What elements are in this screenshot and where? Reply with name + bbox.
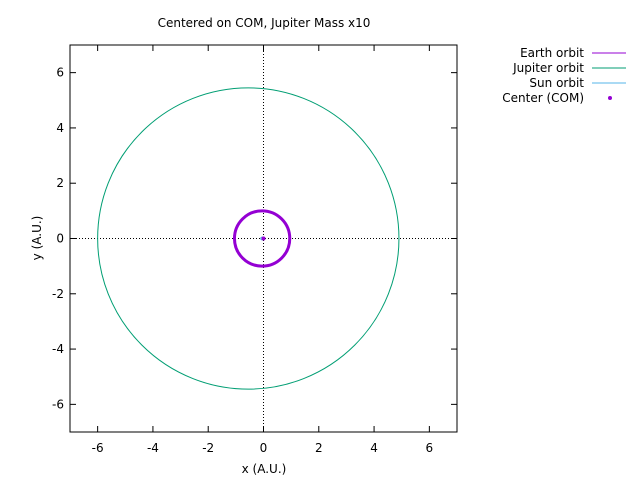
x-axis-label: x (A.U.) [242,462,287,476]
legend-label-center-com: Center (COM) [502,91,584,105]
legend-label-sun-orbit: Sun orbit [529,76,584,90]
x-axis-ticks: -6 -4 -2 0 2 4 6 [92,45,434,455]
x-tick-label: -2 [202,441,214,455]
x-tick-label: -6 [92,441,104,455]
jupiter-orbit-path [97,87,400,390]
y-tick-label: -2 [52,287,64,301]
y-tick-label: 4 [56,121,64,135]
earth-orbit-path [232,209,292,268]
x-tick-label: -4 [147,441,159,455]
y-tick-label: 6 [56,66,64,80]
chart-title: Centered on COM, Jupiter Mass x10 [158,16,371,30]
y-axis-ticks: -6 -4 -2 0 2 4 6 [52,66,457,411]
y-tick-label: -6 [52,397,64,411]
x-tick-label: 0 [260,441,268,455]
y-axis-label: y (A.U.) [30,216,44,261]
center-com-point [261,236,266,241]
legend-label-earth-orbit: Earth orbit [520,46,584,60]
plot-area [69,44,458,433]
x-tick-label: 6 [426,441,434,455]
y-tick-label: -4 [52,342,64,356]
x-tick-label: 4 [370,441,378,455]
y-tick-label: 0 [56,232,64,246]
legend-marker-center-com [608,96,612,100]
legend-label-jupiter-orbit: Jupiter orbit [512,61,584,75]
y-tick-label: 2 [56,176,64,190]
x-tick-label: 2 [315,441,323,455]
